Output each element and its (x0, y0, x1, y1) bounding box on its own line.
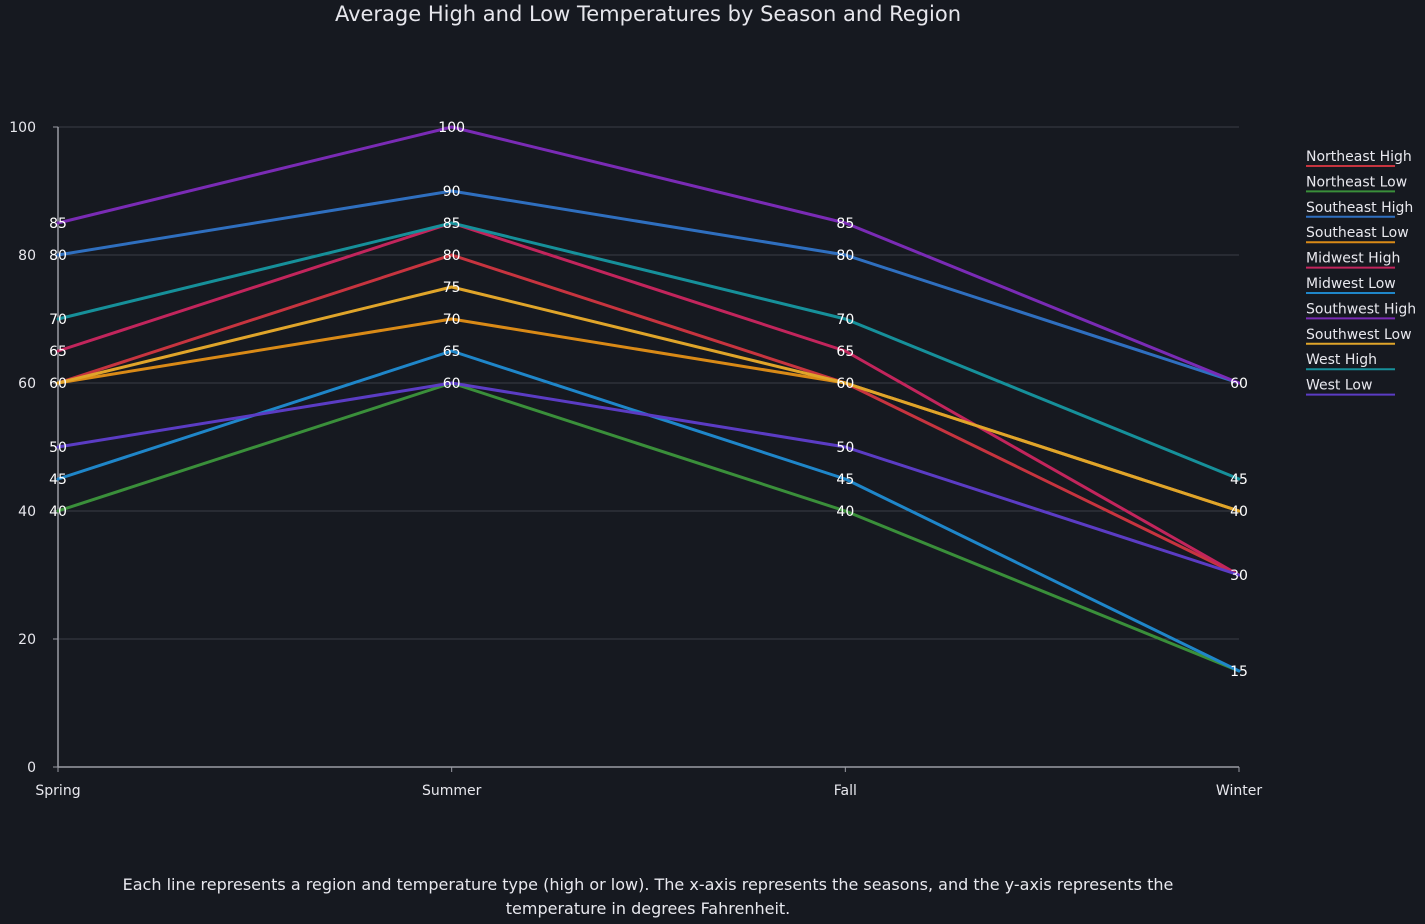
data-label: 45 (1230, 472, 1248, 488)
data-label: 90 (443, 184, 461, 200)
series-line (56, 253, 1241, 577)
data-label: 60 (49, 376, 67, 392)
data-label: 65 (836, 344, 854, 360)
data-label: 50 (49, 440, 67, 456)
series-line (56, 381, 1241, 577)
grid-lines (58, 126, 1239, 640)
data-label: 40 (49, 504, 67, 520)
data-labels: 60 80 60 30 40 60 40 15 80 90 80 60 70 40 65 85 65 45 65 45… (49, 120, 1248, 680)
data-label: 60 (836, 376, 854, 392)
data-label: 60 (443, 376, 461, 392)
series-line (56, 189, 1241, 385)
series-line (56, 125, 1241, 385)
series-line (56, 221, 1241, 481)
x-tick-label: Spring (35, 783, 80, 799)
data-label: 30 (1230, 568, 1248, 584)
series-lines (56, 125, 1241, 673)
series-line (56, 381, 1241, 673)
legend-label: West Low (1306, 378, 1372, 394)
data-label: 70 (443, 312, 461, 328)
legend-label: Northeast Low (1306, 174, 1407, 190)
data-label: 40 (1230, 504, 1248, 520)
y-tick-label: 40 (18, 504, 36, 520)
x-tick-label: Winter (1216, 783, 1262, 799)
data-label: 15 (1230, 664, 1248, 680)
data-label: 70 (836, 312, 854, 328)
legend-label: Southeast Low (1306, 225, 1409, 241)
legend-label: Southwest Low (1306, 327, 1412, 343)
series-line (56, 285, 1241, 513)
y-tick-label: 100 (9, 120, 36, 136)
series-line (56, 221, 1241, 577)
data-label: 80 (836, 248, 854, 264)
data-label: 45 (49, 472, 67, 488)
data-label: 45 (836, 472, 854, 488)
x-tick-label: Fall (834, 783, 857, 799)
legend-label: Southwest High (1306, 301, 1416, 317)
legend-label: Southeast High (1306, 200, 1413, 216)
data-label: 60 (1230, 376, 1248, 392)
y-tick-label: 0 (27, 760, 36, 776)
legend-label: West High (1306, 352, 1377, 368)
chart-title: Average High and Low Temperatures by Sea… (334, 2, 962, 26)
legend-label: Midwest High (1306, 251, 1400, 267)
data-label: 85 (443, 216, 461, 232)
data-label: 65 (443, 344, 461, 360)
data-label: 70 (49, 312, 67, 328)
data-label: 80 (443, 248, 461, 264)
legend-label: Northeast High (1306, 149, 1412, 165)
x-tick-label: Summer (422, 783, 482, 799)
chart-caption: Each line represents a region and temper… (122, 875, 1174, 918)
data-label: 65 (49, 344, 67, 360)
data-label: 50 (836, 440, 854, 456)
y-tick-label: 60 (18, 376, 36, 392)
data-label: 75 (443, 280, 461, 296)
data-label: 40 (836, 504, 854, 520)
data-label: 100 (438, 120, 465, 136)
legend-label: Midwest Low (1306, 276, 1396, 292)
data-label: 80 (49, 248, 67, 264)
data-label: 85 (49, 216, 67, 232)
y-tick-label: 20 (18, 632, 36, 648)
data-label: 85 (836, 216, 854, 232)
legend: Northeast High Northeast Low Southeast Hig… (1306, 149, 1416, 396)
y-tick-label: 80 (18, 248, 36, 264)
